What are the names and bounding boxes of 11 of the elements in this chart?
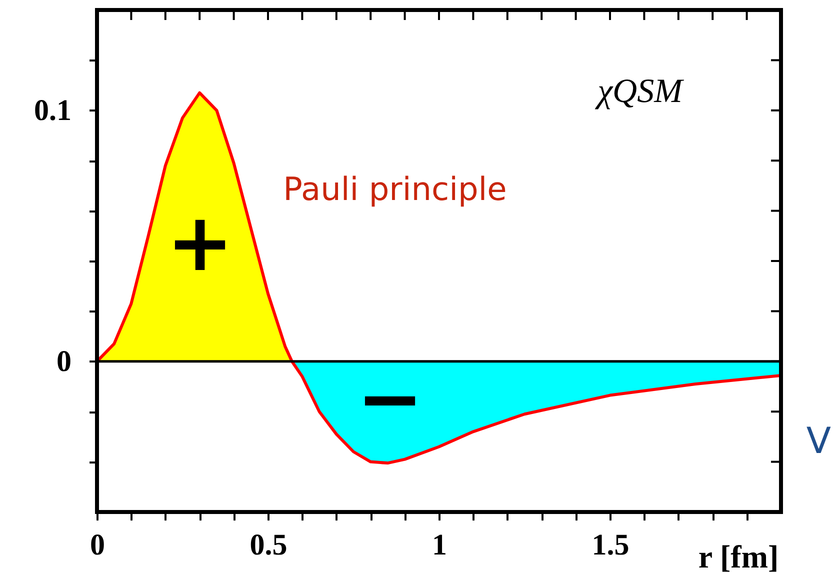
annotation: + [166,196,234,289]
x-tick-label: 1.5 [592,528,630,562]
annotation: χQSM [594,73,684,110]
x-tick-label: 0.5 [250,528,288,562]
y-tick-label: 0.1 [34,94,72,127]
annotation: − [356,352,424,445]
text: V [806,421,832,462]
x-tick-label: 0 [90,528,105,562]
annotation: Pauli principle [283,170,507,208]
x-axis-title: r [fm] [698,538,779,574]
x-tick-label: 1 [432,528,447,562]
